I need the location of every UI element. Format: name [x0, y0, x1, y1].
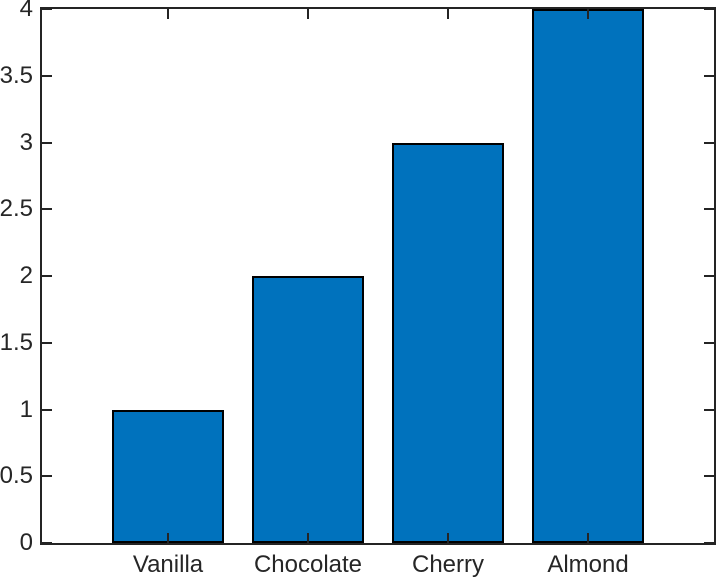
bar-chocolate — [252, 276, 364, 543]
y-axis-tick-right — [704, 208, 714, 211]
y-axis-tick-right — [704, 275, 714, 277]
y-axis-tick-left — [42, 475, 52, 478]
x-axis-tick-bottom — [307, 533, 309, 543]
y-axis-tick-right — [704, 542, 714, 544]
y-axis-tick-left — [42, 275, 52, 277]
y-axis-tick-label: 1 — [19, 395, 33, 423]
x-axis-tick-bottom — [167, 533, 169, 543]
y-axis-tick-left — [42, 341, 52, 344]
bar-almond — [532, 9, 644, 543]
y-axis-tick-left — [42, 208, 52, 211]
y-axis-tick-right — [704, 408, 714, 411]
x-axis-tick-top — [167, 9, 169, 19]
bar-vanilla — [112, 409, 224, 543]
x-axis-tick-top — [447, 9, 449, 19]
y-axis-tick-left — [42, 408, 52, 411]
y-axis-tick-left — [42, 74, 52, 77]
x-axis-tick-top — [587, 9, 589, 19]
y-axis-tick-label: 0.5 — [0, 462, 33, 490]
y-axis-tick-label: 0 — [19, 529, 33, 556]
x-axis-tick-top — [307, 9, 309, 19]
x-axis-tick-bottom — [447, 533, 449, 543]
y-axis-tick-right — [704, 475, 714, 478]
y-axis-tick-left — [42, 542, 52, 544]
plot-area — [40, 7, 716, 545]
x-axis-label-chocolate: Chocolate — [253, 551, 363, 578]
y-axis-tick-label: 1.5 — [0, 328, 33, 356]
x-axis-label-cherry: Cherry — [411, 551, 484, 578]
y-axis-tick-label: 2.5 — [0, 195, 33, 223]
x-axis-label-vanilla: Vanilla — [132, 551, 204, 578]
y-axis-tick-right — [704, 8, 714, 10]
y-axis-tick-label: 3.5 — [0, 61, 33, 89]
y-axis-tick-left — [42, 8, 52, 10]
ticks-layer — [42, 8, 714, 544]
y-axis-tick-left — [42, 141, 52, 144]
y-axis-tick-right — [704, 341, 714, 344]
x-axis-label-almond: Almond — [547, 551, 629, 578]
y-axis-tick-label: 3 — [19, 128, 33, 156]
y-axis-tick-right — [704, 74, 714, 77]
y-axis-tick-label: 4 — [19, 0, 33, 22]
y-axis-tick-label: 2 — [19, 262, 33, 289]
x-axis-tick-bottom — [587, 533, 589, 543]
y-axis-tick-right — [704, 141, 714, 144]
